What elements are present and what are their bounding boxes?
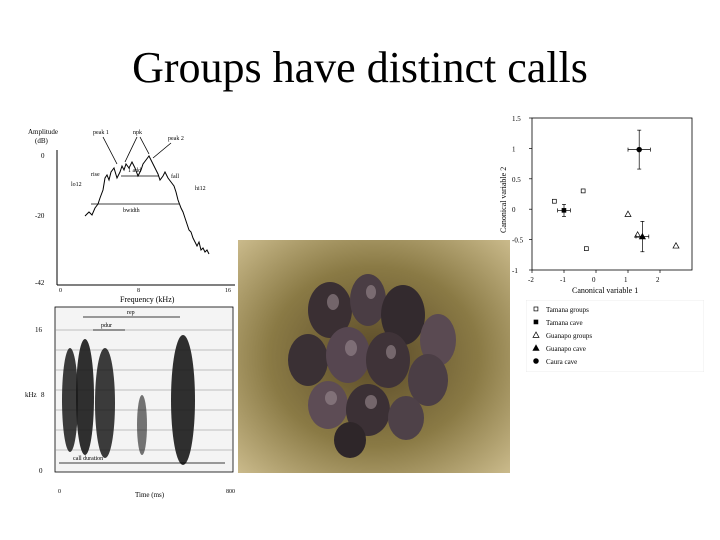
annotation-fall: fall (171, 173, 179, 180)
annotation-peak2: peak 2 (168, 136, 184, 142)
amplitude-spectrum-panel: Amplitude (dB) 0 -20 -42 0 8 16 Frequenc… (28, 128, 235, 304)
scatter-ytick-label: -0.5 (512, 237, 524, 245)
scatter-ylabel: Canonical variable 2 (499, 167, 508, 233)
annotation-add: 1 add (128, 168, 141, 174)
amplitude-xlabel: Frequency (kHz) (120, 295, 175, 304)
annotation-hi12: hi12 (195, 186, 206, 192)
canonical-scatter-chart: Canonical variable 2 Canonical variable … (499, 115, 693, 295)
scatter-ytick-label: 1 (512, 145, 516, 153)
call-pulses (62, 335, 195, 465)
scatter-point (584, 246, 589, 251)
scatter-point (638, 232, 646, 240)
amplitude-xtick-0: 0 (59, 288, 62, 294)
annotation-bwidth: bwidth (123, 208, 140, 214)
scatter-legend: Tamana groups Tamana cave Guanapo groups Gu… (526, 300, 704, 372)
scatter-ytick-label: 1.5 (512, 115, 521, 123)
spectrogram-panel: rep pdur call duration 16 kHz 8 0 0 800 … (25, 306, 235, 499)
scatter-xlabel: Canonical variable 1 (572, 286, 638, 295)
peak1-arrow (102, 136, 118, 165)
spectrum-curve (84, 155, 210, 255)
scatter-point (672, 241, 680, 249)
pulse-4 (137, 395, 147, 455)
scatter-ytick-label: -1 (512, 267, 518, 275)
legend-marker (532, 344, 540, 351)
scatter-xtick-label: 2 (656, 276, 660, 284)
pulse-5 (171, 335, 195, 465)
slide-title: Groups have distinct calls (132, 43, 588, 92)
pulse-1 (62, 348, 78, 452)
bat-cluster-photo (238, 240, 510, 473)
scatter-xtick-label: 0 (592, 276, 596, 284)
annotation-pdur: pdur (101, 323, 112, 329)
bat-bodies (288, 274, 456, 458)
spectrogram-xtick-800: 800 (226, 489, 235, 495)
scatter-point (580, 188, 586, 194)
annotation-peak1: peak 1 (93, 130, 109, 136)
scatter-plot-frame (531, 117, 693, 271)
scatter-point (624, 210, 632, 217)
spectrogram-ytick-8: 8 (41, 391, 45, 399)
pulse-3 (95, 348, 115, 458)
amplitude-xtick-16: 16 (225, 288, 231, 294)
spectrogram-ytick-0: 0 (39, 467, 43, 475)
legend-box (526, 300, 704, 372)
spectrogram-xtick-0: 0 (58, 489, 61, 495)
scatter-ytick-label: 0.5 (512, 176, 521, 184)
legend-label: Tamana cave (546, 319, 583, 327)
amplitude-ytick-20: -20 (35, 212, 45, 220)
scatter-point (552, 198, 557, 204)
npk-arrow-right (139, 136, 150, 155)
legend-label: Caura cave (546, 358, 577, 366)
amplitude-ytick-42: -42 (35, 279, 45, 287)
legend-label: Guanapo groups (546, 332, 592, 340)
legend-label: Tamana groups (546, 306, 589, 314)
amplitude-ytick-0: 0 (41, 152, 45, 160)
legend-marker (533, 358, 539, 364)
pulse-2 (76, 339, 94, 455)
scatter-xtick-label: 1 (624, 276, 628, 284)
bat-highlights (325, 285, 396, 409)
amplitude-ylabel-unit: (dB) (35, 137, 49, 145)
annotation-call-duration: call duration (73, 456, 103, 462)
scatter-ytick-label: 0 (512, 206, 516, 214)
spectrogram-xlabel: Time (ms) (135, 491, 165, 499)
legend-marker (533, 319, 539, 325)
spectrogram-ytick-16: 16 (35, 326, 43, 334)
scatter-xtick-label: -1 (560, 276, 566, 284)
amplitude-ylabel: Amplitude (28, 128, 58, 136)
scatter-point (636, 146, 642, 153)
peak2-arrow (152, 142, 172, 159)
npk-arrow-left (124, 136, 138, 163)
annotation-rise: rise (91, 172, 100, 178)
legend-marker (533, 306, 539, 312)
scatter-xtick-label: -2 (528, 276, 534, 284)
legend-marker (532, 331, 540, 338)
annotation-npk: npk (133, 130, 142, 136)
annotation-lo12: lo12 (71, 182, 82, 188)
annotation-rep: rep (127, 310, 135, 316)
spectrogram-ylabel: kHz (25, 391, 37, 399)
scatter-point (561, 208, 567, 213)
legend-label: Guanapo cave (546, 345, 586, 353)
amplitude-xtick-8: 8 (137, 288, 140, 294)
